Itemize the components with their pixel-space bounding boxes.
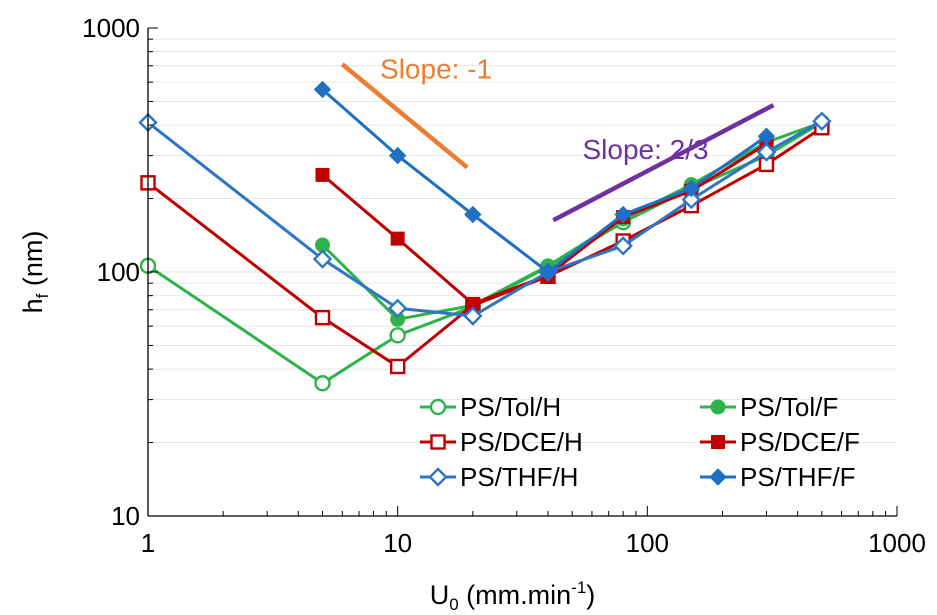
legend-label: PS/Tol/F bbox=[740, 392, 838, 422]
legend-item: PS/THF/F bbox=[700, 462, 856, 492]
series-line bbox=[148, 128, 822, 367]
y-tick-label: 100 bbox=[97, 257, 140, 287]
legend-label: PS/THF/H bbox=[460, 462, 578, 492]
series-ps-thf-h bbox=[140, 113, 830, 324]
legend-marker bbox=[431, 400, 445, 414]
x-tick-label: 1 bbox=[141, 528, 155, 558]
data-point bbox=[316, 168, 329, 181]
series-ps-dce-h bbox=[142, 121, 829, 373]
series-line bbox=[148, 122, 822, 383]
data-point bbox=[391, 328, 405, 342]
legend-item: PS/Tol/H bbox=[420, 392, 561, 422]
legend-label: PS/DCE/H bbox=[460, 427, 583, 457]
data-point bbox=[391, 232, 404, 245]
legend-item: PS/THF/H bbox=[420, 462, 578, 492]
data-point bbox=[391, 360, 404, 373]
y-tick-label: 10 bbox=[111, 501, 140, 531]
legend: PS/Tol/H PS/Tol/F PS/DCE/H PS/DCE/F PS/THF/H… bbox=[420, 392, 860, 492]
legend-label: PS/Tol/H bbox=[460, 392, 561, 422]
legend-item: PS/Tol/F bbox=[700, 392, 838, 422]
legend-item: PS/DCE/F bbox=[700, 427, 860, 457]
legend-marker bbox=[430, 469, 446, 485]
series-line bbox=[148, 121, 822, 316]
y-tick-label: 1000 bbox=[82, 13, 140, 43]
slope-labels: Slope: -1 Slope: 2/3 bbox=[380, 54, 709, 166]
legend-marker bbox=[712, 436, 725, 449]
data-point bbox=[316, 311, 329, 324]
legend-label: PS/DCE/F bbox=[740, 427, 860, 457]
slope-label: Slope: 2/3 bbox=[583, 134, 709, 165]
y-axis-title: hf (nm) bbox=[18, 231, 52, 314]
legend-marker bbox=[432, 436, 445, 449]
x-tick-label: 100 bbox=[626, 528, 669, 558]
slope-label: Slope: -1 bbox=[380, 54, 492, 85]
legend-marker bbox=[710, 469, 726, 485]
series-ps-tol-h bbox=[141, 115, 829, 390]
x-tick-label: 10 bbox=[383, 528, 412, 558]
x-axis-title: U0 (mm.min-1) bbox=[430, 578, 596, 614]
series-line bbox=[323, 89, 767, 272]
legend-item: PS/DCE/H bbox=[420, 427, 583, 457]
legend-marker bbox=[711, 400, 725, 414]
grid-lines bbox=[148, 39, 897, 442]
x-tick-label: 1000 bbox=[868, 528, 926, 558]
legend-label: PS/THF/F bbox=[740, 462, 856, 492]
data-point bbox=[316, 376, 330, 390]
